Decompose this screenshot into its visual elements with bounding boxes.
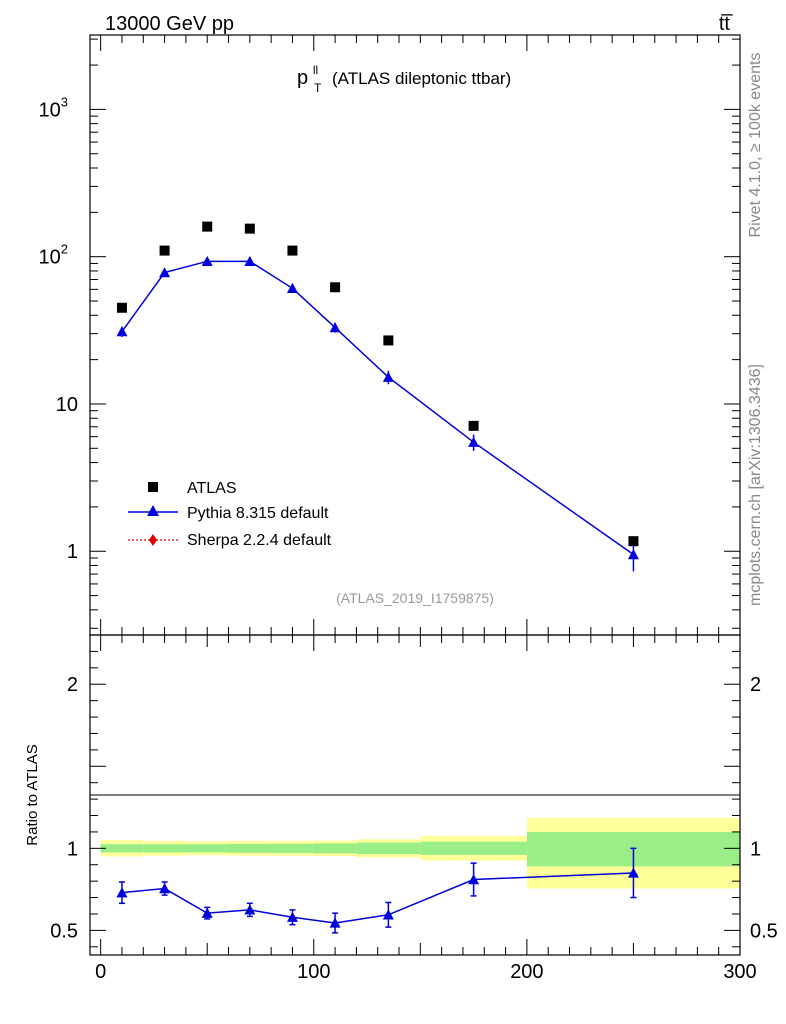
ratio-frame bbox=[89, 634, 741, 956]
legend-marker-atlas bbox=[148, 482, 158, 492]
pythia-ratio-point bbox=[159, 883, 171, 894]
atlas-point bbox=[244, 223, 255, 234]
pythia-point bbox=[159, 267, 171, 278]
mcplots-label: mcplots.cern.ch [arXiv:1306.3436] bbox=[747, 364, 764, 606]
main-ytick-label: 102 bbox=[39, 242, 68, 269]
ratio-band-inner bbox=[271, 843, 314, 853]
main-ytick-base: 10 bbox=[56, 394, 78, 416]
pythia-point bbox=[382, 371, 394, 382]
pythia-point bbox=[468, 436, 480, 447]
ratio-ytick-label: 0.5 bbox=[50, 920, 78, 942]
main-ytick-exponent: 3 bbox=[61, 94, 68, 109]
atlas-point bbox=[468, 420, 479, 431]
ratio-band-inner bbox=[185, 844, 229, 853]
pythia-ratio-point bbox=[201, 907, 213, 918]
pythia-ratio-point bbox=[627, 867, 639, 878]
atlas-point bbox=[116, 302, 127, 313]
pythia-point bbox=[244, 255, 256, 267]
main-ytick-label: 1 bbox=[67, 541, 78, 563]
ratio-ylabel: Ratio to ATLAS bbox=[24, 744, 41, 845]
title-superscript: ll bbox=[313, 63, 318, 77]
legend-label-sherpa: Sherpa 2.2.4 default bbox=[187, 532, 332, 549]
ratio-ytick-label: 2 bbox=[67, 674, 78, 696]
ratio-band-inner bbox=[356, 842, 421, 855]
title-description: (ATLAS dileptonic ttbar) bbox=[332, 69, 511, 88]
main-ytick-base: 10 bbox=[39, 99, 61, 121]
header-process: tt̅ bbox=[719, 13, 733, 35]
plot-title: p ll T (ATLAS dileptonic ttbar) bbox=[297, 59, 511, 96]
atlas-point bbox=[159, 245, 170, 256]
atlas-point bbox=[628, 536, 639, 547]
xtick-label: 0 bbox=[95, 961, 106, 983]
pythia-point bbox=[201, 255, 213, 267]
pythia-ratio-point bbox=[116, 887, 128, 898]
legend: ATLAS Pythia 8.315 default Sherpa 2.2.4 … bbox=[128, 480, 332, 549]
pythia-ratio-point bbox=[244, 904, 256, 915]
xtick-label: 100 bbox=[297, 961, 330, 983]
main-ytick-base: 10 bbox=[39, 247, 61, 269]
ratio-band-inner bbox=[228, 843, 272, 853]
main-ytick-label: 103 bbox=[39, 94, 68, 121]
ratio-band-inner bbox=[100, 844, 144, 853]
main-ytick-exponent: 2 bbox=[61, 242, 68, 257]
xtick-label: 300 bbox=[723, 961, 756, 983]
pythia-ratio-point bbox=[329, 917, 341, 928]
atlas-point bbox=[383, 335, 394, 346]
main-ytick-base: 1 bbox=[67, 541, 78, 563]
ratio-panel: 0.5 0.5 1 1 2 2 0 100 200 300 Ratio to ATLAS bbox=[24, 634, 778, 983]
pythia-point bbox=[286, 282, 298, 293]
title-var: p bbox=[297, 67, 308, 89]
ratio-ytick-label-right: 1 bbox=[750, 838, 761, 860]
title-subscript: T bbox=[314, 81, 322, 95]
xtick-label: 200 bbox=[510, 961, 543, 983]
rivet-label: Rivet 4.1.0, ≥ 100k events bbox=[747, 53, 764, 238]
atlas-point bbox=[287, 245, 298, 256]
atlas-point bbox=[202, 221, 213, 232]
pythia-ratio-point bbox=[468, 874, 480, 885]
legend-label-atlas: ATLAS bbox=[187, 480, 237, 497]
analysis-id: (ATLAS_2019_I1759875) bbox=[336, 590, 494, 606]
pythia-point bbox=[116, 326, 128, 337]
main-ytick-label: 10 bbox=[56, 394, 78, 416]
pythia-point bbox=[627, 549, 639, 560]
ratio-ytick-label-right: 2 bbox=[750, 674, 761, 696]
legend-marker-pythia bbox=[147, 505, 159, 516]
pythia-point bbox=[329, 322, 341, 333]
legend-label-pythia: Pythia 8.315 default bbox=[187, 505, 329, 522]
ratio-ytick-label: 1 bbox=[67, 838, 78, 860]
ratio-band-inner bbox=[143, 844, 186, 853]
atlas-point bbox=[330, 282, 341, 293]
legend-marker-sherpa bbox=[149, 534, 157, 546]
ratio-ytick-label-right: 0.5 bbox=[750, 920, 778, 942]
header-collision: 13000 GeV pp bbox=[105, 13, 234, 35]
ratio-band-inner bbox=[313, 843, 357, 854]
ratio-band-inner bbox=[420, 841, 527, 855]
pythia-ratio-point bbox=[286, 911, 298, 922]
pythia-ratio-point bbox=[382, 909, 394, 920]
